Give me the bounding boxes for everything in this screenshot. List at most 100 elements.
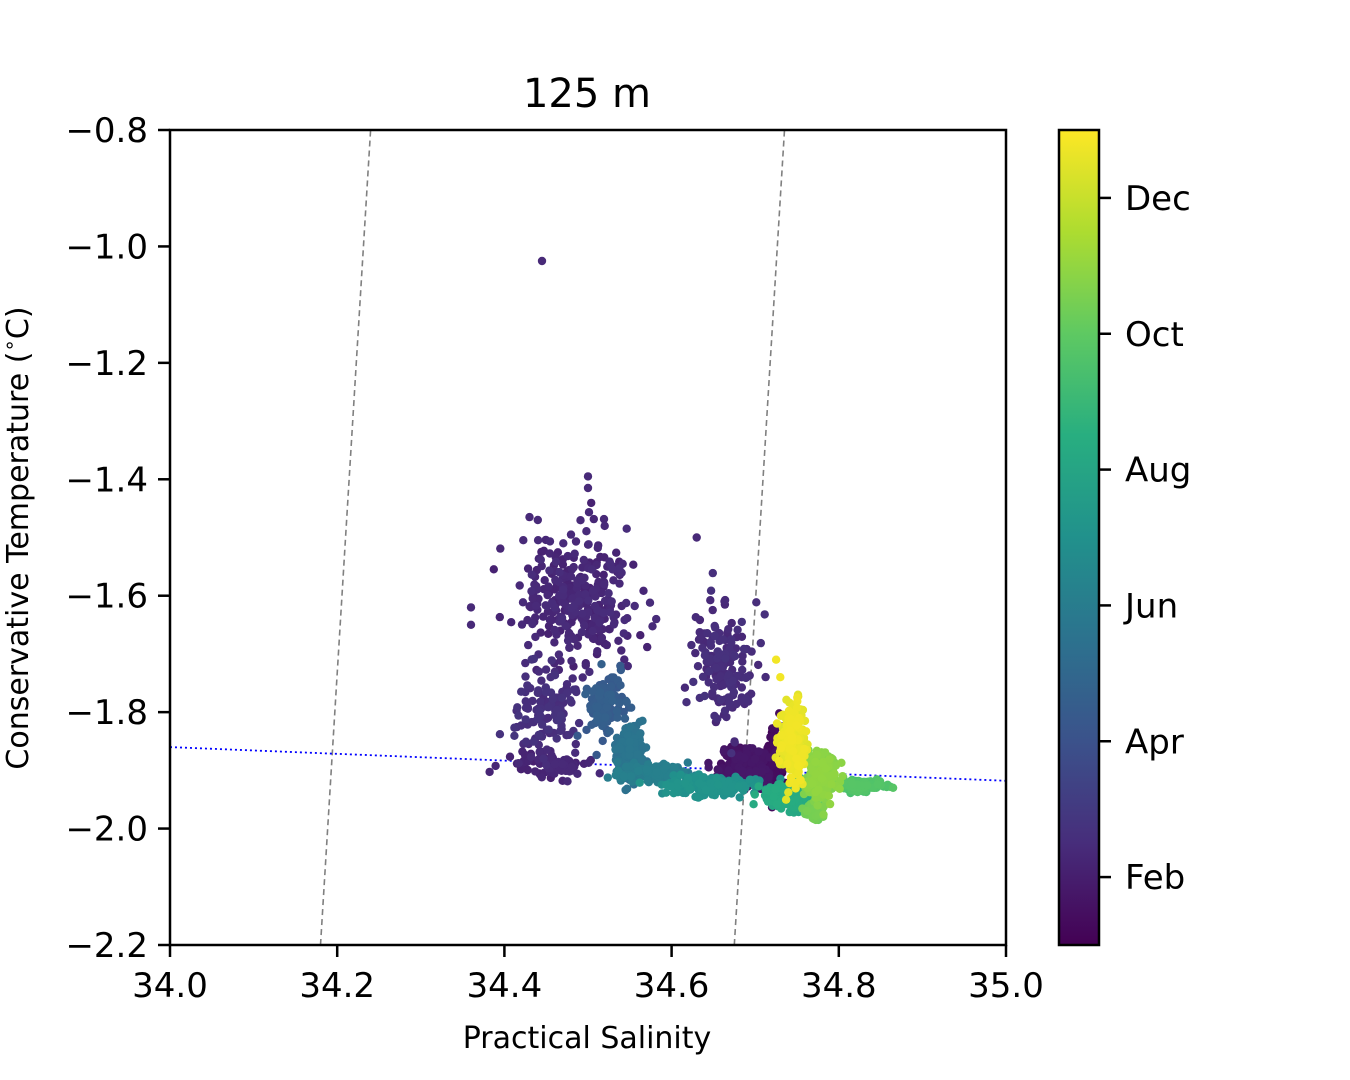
scatter-point bbox=[630, 601, 639, 611]
scatter-point bbox=[710, 711, 719, 721]
x-tick-label: 34.8 bbox=[801, 966, 877, 1006]
scatter-point bbox=[681, 779, 690, 788]
scatter-point bbox=[495, 730, 505, 739]
scatter-point bbox=[599, 570, 608, 579]
scatter-point bbox=[567, 762, 576, 772]
scatter-point bbox=[793, 761, 803, 770]
scatter-point bbox=[599, 514, 609, 524]
scatter-point bbox=[691, 613, 700, 622]
scatter-point bbox=[573, 731, 582, 740]
scatter-point bbox=[566, 696, 575, 705]
y-tick-label: −0.8 bbox=[65, 111, 148, 151]
scatter-point bbox=[557, 693, 567, 702]
scatter-point bbox=[578, 609, 587, 618]
scatter-point bbox=[745, 775, 754, 784]
x-tick-label: 35.0 bbox=[968, 966, 1044, 1006]
scatter-point bbox=[545, 615, 555, 625]
scatter-point bbox=[706, 596, 715, 605]
scatter-point bbox=[747, 647, 756, 656]
scatter-point bbox=[750, 790, 759, 799]
scatter-point bbox=[611, 745, 620, 754]
scatter-point bbox=[714, 766, 723, 775]
scatter-point bbox=[592, 703, 602, 712]
scatter-point bbox=[622, 524, 631, 533]
scatter-point bbox=[588, 687, 597, 696]
scatter-point bbox=[514, 711, 523, 720]
scatter-point bbox=[752, 598, 761, 607]
scatter-point bbox=[592, 711, 602, 720]
scatter-point bbox=[801, 727, 811, 736]
scatter-point bbox=[592, 750, 601, 760]
scatter-point bbox=[633, 750, 642, 759]
scatter-point bbox=[710, 631, 719, 641]
scatter-point bbox=[727, 638, 736, 647]
scatter-point bbox=[662, 761, 671, 770]
scatter-point bbox=[617, 646, 626, 655]
scatter-point bbox=[531, 767, 540, 776]
scatter-point bbox=[704, 763, 713, 772]
scatter-point bbox=[637, 756, 647, 765]
scatter-point bbox=[555, 568, 564, 577]
scatter-point bbox=[558, 759, 567, 769]
scatter-point bbox=[559, 539, 568, 548]
scatter-point bbox=[544, 703, 553, 712]
scatter-point bbox=[620, 714, 630, 723]
scatter-point bbox=[574, 597, 584, 606]
scatter-point bbox=[642, 765, 651, 774]
scatter-point bbox=[527, 570, 536, 579]
scatter-point bbox=[786, 773, 796, 782]
scatter-point bbox=[731, 772, 740, 782]
scatter-point bbox=[776, 673, 785, 682]
x-tick-label: 34.6 bbox=[634, 966, 710, 1006]
scatter-point bbox=[587, 565, 596, 574]
scatter-point bbox=[652, 768, 661, 777]
scatter-point bbox=[768, 760, 777, 769]
scatter-point bbox=[837, 758, 846, 767]
scatter-point bbox=[595, 618, 604, 627]
scatter-point bbox=[567, 656, 576, 666]
scatter-point bbox=[570, 635, 579, 644]
scatter-point bbox=[718, 635, 728, 644]
scatter-point bbox=[735, 793, 744, 802]
scatter-point bbox=[720, 706, 730, 715]
scatter-point bbox=[544, 725, 553, 734]
scatter-point bbox=[521, 737, 531, 746]
scatter-point bbox=[573, 769, 582, 778]
chart-title: 125 m bbox=[523, 71, 651, 117]
scatter-point bbox=[808, 779, 817, 788]
scatter-point bbox=[817, 774, 826, 783]
scatter-point bbox=[687, 640, 696, 650]
scatter-point bbox=[772, 719, 782, 728]
scatter-point bbox=[784, 788, 793, 797]
scatter-point bbox=[634, 766, 643, 776]
scatter-point bbox=[585, 667, 594, 677]
scatter-point bbox=[733, 625, 742, 634]
scatter-point bbox=[708, 568, 717, 578]
scatter-point bbox=[608, 696, 617, 706]
scatter-point bbox=[739, 644, 749, 654]
scatter-point bbox=[622, 598, 631, 608]
scatter-point bbox=[573, 641, 582, 650]
scatter-point bbox=[781, 795, 791, 804]
scatter-point bbox=[513, 703, 522, 712]
scatter-point bbox=[580, 621, 589, 630]
scatter-point bbox=[730, 737, 739, 746]
scatter-point bbox=[534, 667, 544, 676]
scatter-point bbox=[873, 780, 882, 789]
scatter-point bbox=[750, 754, 760, 764]
scatter-point bbox=[523, 765, 532, 775]
scatter-point bbox=[507, 618, 516, 627]
y-tick-label: −1.2 bbox=[65, 344, 148, 384]
scatter-point bbox=[747, 689, 756, 698]
scatter-point bbox=[505, 752, 515, 761]
scatter-point bbox=[835, 784, 844, 793]
scatter-point bbox=[786, 726, 795, 735]
scatter-point bbox=[777, 731, 786, 740]
scatter-point bbox=[825, 799, 835, 809]
scatter-point bbox=[604, 589, 613, 598]
scatter-point bbox=[584, 758, 593, 767]
scatter-point bbox=[812, 750, 822, 760]
scatter-point bbox=[754, 747, 763, 756]
scatter-point bbox=[626, 772, 636, 781]
scatter-point bbox=[588, 586, 598, 595]
